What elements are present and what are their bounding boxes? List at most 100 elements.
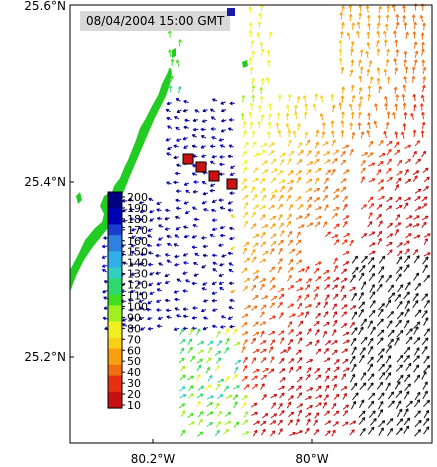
current-vector-head: [257, 121, 260, 125]
current-vector-head: [391, 329, 395, 332]
current-vector-head: [193, 218, 197, 222]
current-vector-head: [211, 254, 215, 258]
current-vector-head: [102, 317, 106, 321]
current-vector-head: [215, 402, 219, 406]
current-vector-head: [243, 150, 247, 154]
current-vector-head: [234, 401, 238, 404]
current-vector-head: [340, 120, 343, 124]
current-vector: [268, 31, 272, 39]
current-vector-head: [341, 5, 344, 9]
current-vector-head: [389, 320, 393, 323]
current-vector: [315, 402, 322, 408]
current-vector-head: [333, 375, 337, 378]
current-vector-head: [423, 371, 427, 374]
current-vector: [269, 339, 275, 346]
current-vector: [396, 170, 403, 176]
current-vector-head: [362, 382, 366, 385]
current-vector: [295, 104, 297, 113]
current-vector: [349, 420, 357, 425]
current-vector: [224, 347, 229, 354]
current-vector-head: [420, 130, 423, 134]
current-vector-head: [390, 391, 394, 394]
current-vector: [288, 313, 296, 318]
current-vector-head: [193, 181, 197, 184]
current-vector-head: [219, 144, 223, 148]
current-vector: [358, 292, 364, 301]
current-vector: [259, 321, 266, 327]
current-vector: [368, 310, 376, 318]
current-vector: [333, 393, 340, 400]
current-vector-head: [203, 301, 207, 303]
current-vector: [288, 150, 295, 157]
current-vector-head: [122, 323, 125, 327]
current-vector-head: [333, 319, 337, 323]
current-vector-head: [174, 116, 177, 120]
current-vector-head: [262, 428, 266, 432]
current-vector-head: [379, 409, 383, 412]
colorbar-tick-label: 160: [127, 235, 148, 248]
current-vector: [297, 224, 305, 229]
current-vector: [360, 233, 367, 239]
current-vector-head: [380, 427, 384, 430]
current-vector: [241, 185, 248, 192]
current-vector-head: [298, 337, 303, 340]
current-vector-head: [148, 198, 152, 202]
current-vector: [386, 148, 392, 156]
current-vector-head: [288, 158, 292, 161]
current-vector: [205, 366, 211, 374]
current-vector: [270, 177, 276, 184]
current-vector-head: [181, 365, 185, 368]
current-vector: [414, 188, 422, 194]
current-vector: [241, 178, 247, 185]
current-vector-head: [202, 246, 206, 249]
current-vector: [179, 328, 185, 335]
current-vector: [387, 329, 395, 338]
colorbar-tick-label: 70: [127, 333, 141, 346]
current-vector-head: [212, 98, 215, 102]
current-vector-head: [298, 169, 302, 172]
current-vector: [412, 249, 419, 256]
current-vector-head: [252, 284, 256, 287]
current-vector: [297, 149, 304, 156]
current-vector: [342, 393, 347, 400]
current-vector: [179, 394, 187, 399]
current-vector-head: [360, 399, 364, 402]
current-vector-head: [229, 299, 233, 303]
current-vector-head: [297, 196, 302, 198]
current-vector-head: [420, 94, 423, 99]
current-vector-head: [183, 100, 187, 104]
current-vector: [214, 350, 221, 356]
current-vector: [387, 249, 393, 256]
current-vector-head: [317, 348, 321, 351]
current-vector: [241, 402, 247, 409]
current-vector: [179, 339, 186, 345]
current-vector-head: [317, 312, 321, 315]
current-vector-head: [351, 373, 355, 377]
current-vector-head: [359, 66, 363, 70]
current-vector-head: [348, 13, 352, 17]
current-vector-head: [406, 308, 410, 311]
current-vector: [251, 256, 257, 263]
current-vector: [383, 31, 387, 39]
current-vector: [385, 364, 392, 373]
current-vector: [304, 294, 310, 301]
current-vector: [262, 250, 269, 256]
current-vector-head: [130, 245, 134, 248]
current-vector-head: [255, 275, 259, 278]
current-vector: [295, 196, 302, 202]
colorbar-tick-label: 200: [127, 191, 148, 204]
current-vector: [413, 21, 417, 29]
current-vector: [243, 220, 248, 228]
current-vector: [288, 130, 290, 138]
current-vector: [279, 410, 285, 417]
current-vector: [333, 223, 340, 230]
current-vector: [207, 375, 213, 382]
current-vector-head: [423, 221, 427, 224]
current-vector: [242, 365, 248, 372]
current-vector-head: [308, 169, 312, 171]
current-vector: [271, 189, 278, 194]
current-vector: [395, 266, 403, 274]
current-vector: [315, 276, 322, 282]
current-vector-head: [370, 337, 374, 341]
current-vector: [358, 87, 362, 95]
